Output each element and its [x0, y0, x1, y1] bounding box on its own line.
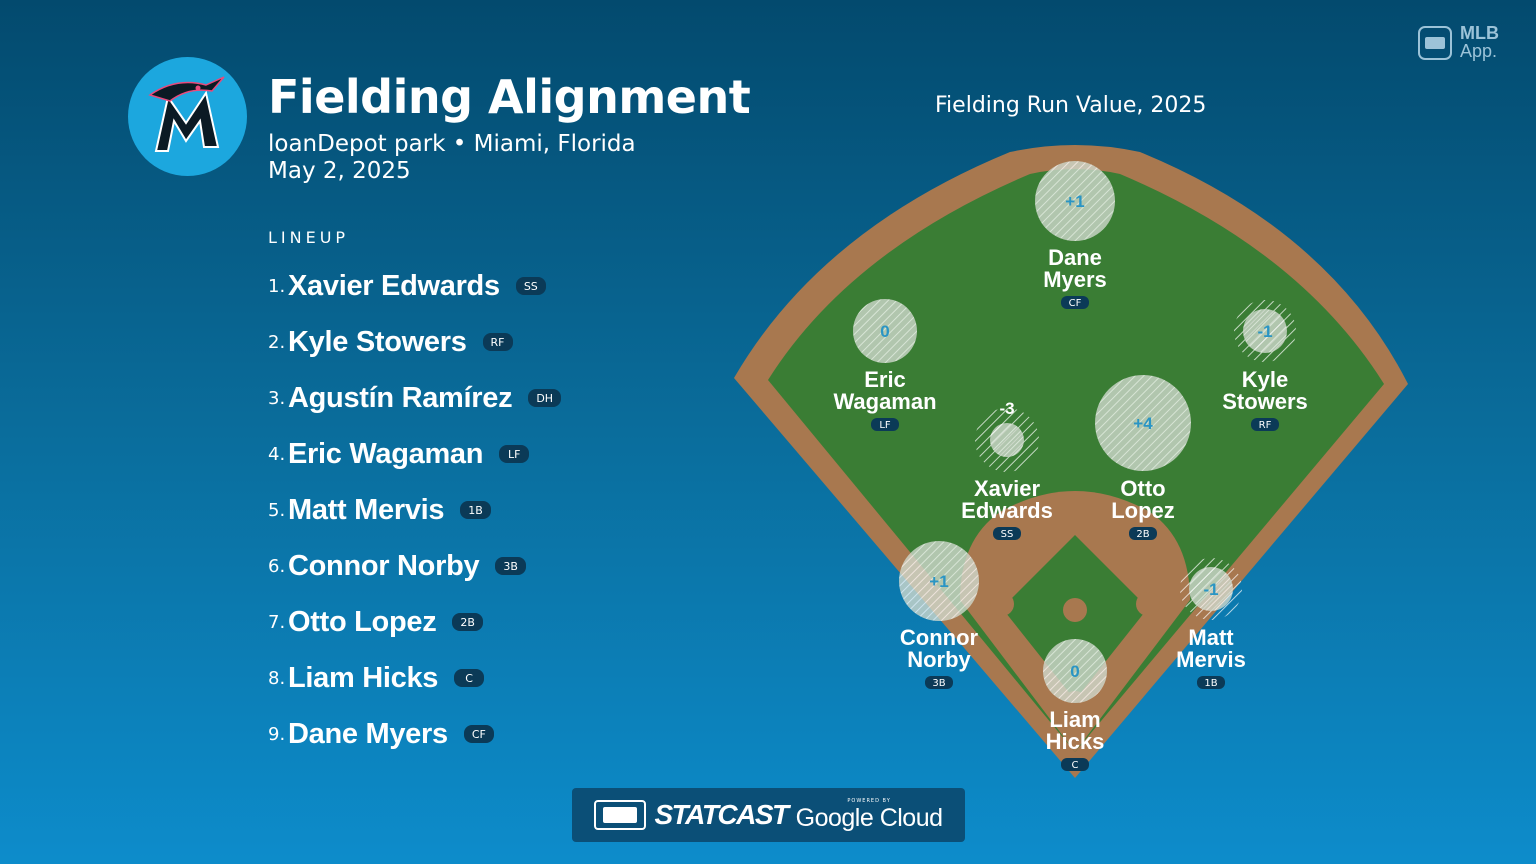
lineup-order: 3. [268, 387, 286, 409]
position-badge: C [454, 669, 485, 687]
lineup-heading: LINEUP [268, 228, 350, 247]
mlb-app-line1: MLB [1460, 23, 1499, 43]
fielder-last-cf: Myers [1043, 267, 1107, 292]
fielder-pos-c: C [1072, 760, 1079, 771]
lineup-player-name: Agustín Ramírez [288, 381, 513, 414]
fielder-last-c: Hicks [1046, 729, 1105, 754]
fielder-first-ss: Xavier [974, 476, 1040, 501]
mlb-batter-icon [594, 800, 647, 830]
lineup-row: 9. Dane Myers CF [268, 706, 688, 762]
lineup-order: 9. [268, 723, 286, 745]
fielder-last-2b: Lopez [1111, 498, 1175, 523]
fielding-run-value-label: Fielding Run Value, 2025 [935, 93, 1207, 118]
lineup-player-name: Otto Lopez [288, 605, 437, 638]
marlins-logo [128, 57, 247, 176]
lineup-order: 7. [268, 611, 286, 633]
fielder-last-lf: Wagaman [833, 389, 936, 414]
lineup-row: 8. Liam Hicks C [268, 650, 688, 706]
fielder-value-rf: -1 [1257, 322, 1272, 341]
fielder-last-ss: Edwards [961, 498, 1053, 523]
lineup-row: 5. Matt Mervis 1B [268, 482, 688, 538]
lineup-row: 6. Connor Norby 3B [268, 538, 688, 594]
lineup-player-name: Connor Norby [288, 549, 480, 582]
fielder-marker-c [1043, 639, 1107, 703]
fielder-first-cf: Dane [1048, 245, 1102, 270]
statcast-banner: STATCAST POWERED BY Google Cloud [572, 788, 965, 842]
position-badge: 3B [495, 557, 526, 575]
lineup-order: 5. [268, 499, 286, 521]
lineup-order: 2. [268, 331, 286, 353]
position-badge: SS [515, 277, 546, 295]
venue-text: loanDepot park • Miami, Florida [268, 131, 636, 157]
mlb-logo-icon [1418, 26, 1452, 60]
fielder-value-c: 0 [1070, 662, 1079, 681]
google-cloud-wordmark: Google Cloud [795, 803, 943, 832]
position-badge: RF [482, 333, 513, 351]
mlb-app-logo: MLB App. [1418, 24, 1518, 64]
outfield-grass [768, 169, 1384, 752]
fielder-marker-1b [1189, 567, 1233, 611]
fielder-value-lf: 0 [880, 322, 889, 341]
position-badge: LF [499, 445, 530, 463]
fielder-marker-rf [1243, 309, 1287, 353]
fielder-pos-cf: CF [1069, 298, 1082, 309]
fielder-marker-lf [853, 299, 917, 363]
game-date: May 2, 2025 [268, 158, 411, 184]
fielder-value-3b: +1 [929, 572, 948, 591]
position-badge: CF [463, 725, 494, 743]
lineup-order: 6. [268, 555, 286, 577]
position-badge: DH [528, 389, 562, 407]
lineup-player-name: Xavier Edwards [288, 269, 500, 302]
fielder-first-1b: Matt [1188, 625, 1234, 650]
fielder-marker-ss [990, 423, 1024, 457]
fielder-pos-ss: SS [1001, 529, 1014, 540]
lineup-order: 4. [268, 443, 286, 465]
lineup-order: 1. [268, 275, 286, 297]
fielder-first-3b: Connor [900, 625, 979, 650]
lineup-list: 1. Xavier Edwards SS 2. Kyle Stowers RF … [268, 258, 688, 762]
fielder-first-lf: Eric [864, 367, 906, 392]
fielder-first-2b: Otto [1120, 476, 1165, 501]
lineup-row: 4. Eric Wagaman LF [268, 426, 688, 482]
lineup-player-name: Eric Wagaman [288, 437, 484, 470]
fielder-pos-rf: RF [1259, 420, 1272, 431]
fielder-pos-2b: 2B [1136, 529, 1149, 540]
fielder-last-3b: Norby [907, 647, 971, 672]
fielder-first-c: Liam [1049, 707, 1100, 732]
fielder-last-1b: Mervis [1176, 647, 1246, 672]
fielder-pos-3b: 3B [932, 678, 945, 689]
pitchers-mound [1063, 598, 1087, 622]
statcast-wordmark: STATCAST [654, 799, 789, 830]
fielder-value-2b: +4 [1133, 414, 1153, 433]
first-base-cutout [1136, 592, 1160, 616]
fielder-pos-1b: 1B [1204, 678, 1217, 689]
fielder-value-1b: -1 [1203, 580, 1218, 599]
lineup-player-name: Kyle Stowers [288, 325, 467, 358]
third-base-cutout [990, 592, 1014, 616]
fielder-last-rf: Stowers [1222, 389, 1308, 414]
lineup-row: 7. Otto Lopez 2B [268, 594, 688, 650]
lineup-order: 8. [268, 667, 286, 689]
fielder-marker-3b [899, 541, 979, 621]
position-badge: 1B [460, 501, 491, 519]
fielder-marker-2b [1095, 375, 1191, 471]
lineup-row: 3. Agustín Ramírez DH [268, 370, 688, 426]
powered-by-text: POWERED BY [847, 797, 891, 804]
position-badge: 2B [452, 613, 483, 631]
fielder-value-ss: -3 [999, 399, 1014, 418]
fielder-first-rf: Kyle [1242, 367, 1288, 392]
fielder-value-cf: +1 [1065, 192, 1084, 211]
page-title: Fielding Alignment [268, 70, 751, 124]
mlb-app-line2: App. [1460, 41, 1498, 61]
lineup-player-name: Matt Mervis [288, 493, 445, 526]
lineup-player-name: Liam Hicks [288, 661, 439, 694]
lineup-player-name: Dane Myers [288, 717, 448, 750]
lineup-row: 2. Kyle Stowers RF [268, 314, 688, 370]
fielder-marker-cf [1035, 161, 1115, 241]
fielder-pos-lf: LF [879, 420, 891, 431]
lineup-row: 1. Xavier Edwards SS [268, 258, 688, 314]
